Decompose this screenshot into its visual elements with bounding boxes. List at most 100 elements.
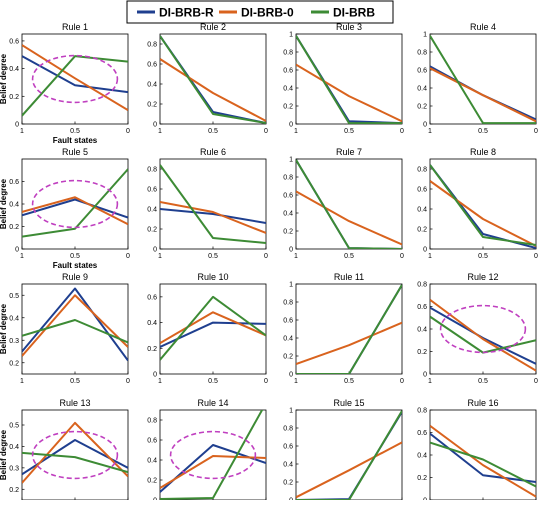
series-line [22, 55, 128, 94]
y-tick-label: 0.2 [283, 354, 293, 361]
series-line [22, 287, 128, 362]
series-group [430, 35, 536, 124]
panel-title: Rule 4 [470, 22, 496, 32]
y-tick-label: 0.8 [417, 408, 427, 415]
series-line [430, 164, 536, 246]
panel: Rule 8 1 0.5 0 0 0.2 0.4 0.6 0.8 [417, 147, 538, 260]
x-tick-label: 1 [20, 253, 24, 260]
y-tick-label: 0.2 [9, 224, 19, 231]
x-tick-label: 0 [264, 128, 268, 135]
y-tick-label: 0.8 [417, 167, 427, 174]
panel-title: Rule 13 [59, 398, 90, 408]
series-line [296, 321, 402, 366]
y-tick-label: 0.4 [147, 458, 157, 465]
x-axis-label: Fault states [53, 261, 98, 270]
y-tick-label: 0.8 [283, 50, 293, 57]
panel-title: Rule 16 [467, 398, 498, 408]
series-group [22, 44, 128, 117]
x-tick-label: 0 [534, 253, 538, 260]
y-axis-label: Belief degree [0, 178, 8, 229]
axes-box [21, 283, 129, 375]
y-tick-label: 0 [15, 122, 19, 129]
series-line [160, 208, 266, 224]
y-tick-label: 0.6 [283, 444, 293, 451]
axes-box [159, 409, 267, 501]
panel: Rule 1 1 0.5 0 0 0.2 0.4 0.6 Fault states Belief … [0, 22, 130, 145]
y-tick-label: 0 [423, 247, 427, 254]
legend-label: DI-BRB [333, 6, 375, 20]
legend-entry: DI-BRB-R [137, 6, 214, 20]
y-tick-label: 0.2 [147, 102, 157, 109]
y-tick-label: 0.2 [147, 346, 157, 353]
y-tick-label: 0 [289, 372, 293, 379]
series-group [296, 410, 402, 500]
panel-title: Rule 1 [62, 22, 88, 32]
y-tick-label: 0.4 [147, 82, 157, 89]
series-group [22, 287, 128, 362]
x-axis-label: Fault states [53, 136, 98, 145]
x-tick-label: 0.5 [478, 253, 488, 260]
x-tick-label: 1 [294, 253, 298, 260]
x-tick-label: 0.5 [70, 128, 80, 135]
y-tick-label: 0.8 [417, 50, 427, 57]
y-tick-label: 0.4 [147, 320, 157, 327]
y-tick-label: 0.6 [283, 318, 293, 325]
axes-box [295, 158, 403, 250]
series-line [296, 441, 402, 499]
y-tick-label: 0.2 [283, 480, 293, 487]
series-line [160, 164, 266, 244]
x-tick-label: 0.5 [478, 378, 488, 385]
y-tick-label: 0.6 [147, 438, 157, 445]
y-tick-label: 0.5 [9, 293, 19, 300]
y-tick-label: 0.6 [417, 430, 427, 437]
y-tick-label: 0.2 [283, 104, 293, 111]
series-group [296, 159, 402, 249]
axes-box [295, 409, 403, 501]
y-tick-label: 0.4 [417, 327, 427, 334]
series-group [160, 35, 266, 124]
y-tick-label: 0.4 [283, 336, 293, 343]
series-line [22, 421, 128, 484]
series-line [430, 432, 536, 483]
series-group [430, 164, 536, 249]
highlight-ellipse [169, 430, 257, 480]
highlight-ellipse [31, 54, 119, 104]
series-group [296, 35, 402, 124]
x-tick-label: 0 [264, 378, 268, 385]
y-tick-label: 0.4 [283, 462, 293, 469]
y-tick-label: 0.2 [9, 360, 19, 367]
panel: Rule 5 1 0.5 0 0 0.2 0.4 0.6 Fault states Belief … [0, 147, 130, 270]
y-tick-label: 0.6 [9, 38, 19, 45]
y-tick-label: 0.8 [283, 426, 293, 433]
x-tick-label: 0.5 [208, 128, 218, 135]
panel: Rule 10 1 0.5 0 0 0.2 0.4 0.6 [147, 272, 268, 385]
series-line [430, 441, 536, 488]
x-tick-label: 1 [294, 128, 298, 135]
y-tick-label: 0.6 [417, 68, 427, 75]
x-tick-label: 1 [20, 378, 24, 385]
series-line [430, 315, 536, 354]
y-tick-label: 0.4 [9, 444, 19, 451]
y-tick-label: 1 [289, 157, 293, 164]
x-tick-label: 0 [400, 128, 404, 135]
y-tick-label: 0.2 [147, 227, 157, 234]
y-tick-label: 0.2 [417, 475, 427, 482]
x-tick-label: 0 [534, 128, 538, 135]
series-line [430, 65, 536, 121]
panel-title: Rule 9 [62, 272, 88, 282]
series-group [430, 424, 536, 498]
x-tick-label: 0 [126, 378, 130, 385]
x-tick-label: 1 [428, 128, 432, 135]
series-line [160, 35, 266, 124]
x-tick-label: 0 [400, 253, 404, 260]
y-tick-label: 0.2 [9, 487, 19, 494]
y-tick-label: 1 [289, 32, 293, 39]
y-tick-label: 0.4 [283, 86, 293, 93]
series-line [22, 196, 128, 226]
y-tick-label: 0.6 [417, 187, 427, 194]
legend: DI-BRB-R DI-BRB-0 DI-BRB [126, 0, 394, 24]
y-tick-label: 0.8 [147, 418, 157, 425]
